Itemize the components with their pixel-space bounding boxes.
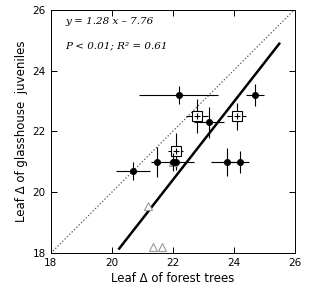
X-axis label: Leaf Δ of forest trees: Leaf Δ of forest trees xyxy=(111,272,234,285)
Y-axis label: Leaf Δ of glasshouse  juveniles: Leaf Δ of glasshouse juveniles xyxy=(16,41,28,222)
Text: P < 0.01; R² = 0.61: P < 0.01; R² = 0.61 xyxy=(65,41,168,50)
Text: y = 1.28 x – 7.76: y = 1.28 x – 7.76 xyxy=(65,17,153,26)
